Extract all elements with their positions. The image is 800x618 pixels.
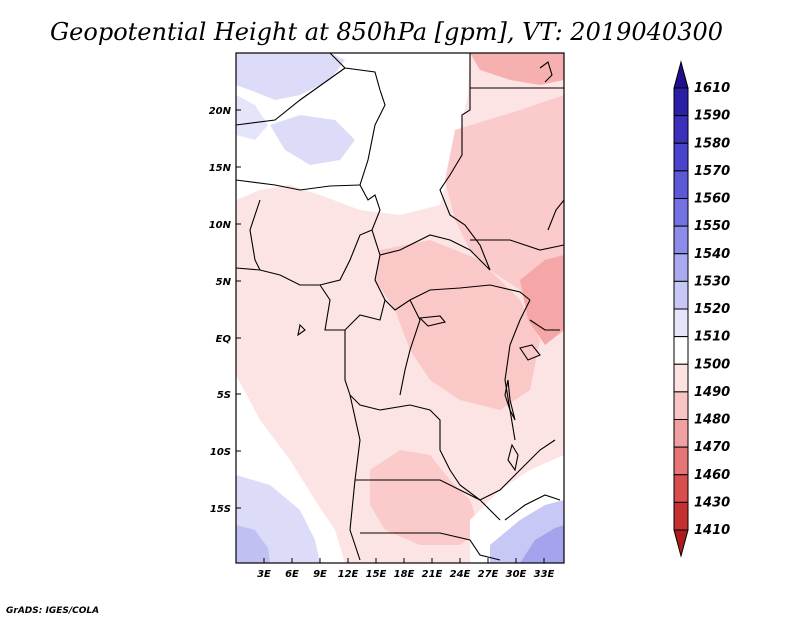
colorbar-level-label: 1430 <box>694 495 730 510</box>
colorbar-level-label: 1490 <box>694 385 730 400</box>
colorbar-swatch <box>673 308 689 338</box>
lat-tick-label: EQ <box>216 334 232 345</box>
colorbar-level-label: 1560 <box>694 192 730 207</box>
longitude-axis: 3E 6E 9E 12E 15E 18E 21E 24E 27E 30E 33E <box>257 558 555 580</box>
field-pink-east-lakes <box>520 255 564 345</box>
lat-tick-label: 10N <box>209 220 232 231</box>
map-frame <box>235 52 565 564</box>
lat-tick-label: 5S <box>217 390 231 401</box>
colorbar-level-label: 1540 <box>694 247 730 262</box>
colorbar-level-label: 1550 <box>694 219 730 234</box>
field-pink-northeast <box>470 53 564 85</box>
colorbar-swatch <box>673 391 689 420</box>
lat-tick-label: 15N <box>209 163 232 174</box>
lon-tick-label: 21E <box>422 569 443 580</box>
lon-tick-label: 24E <box>450 569 471 580</box>
field-blue-southwest-dark <box>236 525 270 563</box>
field-blue-southeast-dark <box>520 525 564 563</box>
lon-tick-label: 9E <box>313 569 327 580</box>
colorbar-level-label: 1610 <box>694 81 730 96</box>
colorbar-swatch <box>673 87 689 117</box>
lat-tick-label: 20N <box>209 106 232 117</box>
colorbar-swatch <box>673 198 689 227</box>
colorbar-level-label: 1500 <box>694 357 730 372</box>
colorbar: 1610 1590 1580 1570 1560 1550 1540 1530 1520 1510… <box>673 60 730 558</box>
colorbar-swatch <box>673 419 689 448</box>
lon-tick-label: 3E <box>257 569 271 580</box>
colorbar-swatch <box>673 474 689 503</box>
colorbar-level-label: 1480 <box>694 413 730 428</box>
field-blue-west <box>236 95 268 140</box>
colorbar-swatch <box>673 336 689 365</box>
colorbar-level-label: 1460 <box>694 468 730 483</box>
lon-tick-label: 27E <box>478 569 499 580</box>
field-pink-central <box>375 240 540 410</box>
colorbar-level-label: 1570 <box>694 164 730 179</box>
map-plot-area <box>236 53 564 563</box>
country-borders <box>236 53 564 561</box>
colorbar-swatch <box>673 446 689 476</box>
field-pink-south <box>370 450 480 545</box>
colorbar-bottom-arrow <box>673 529 689 558</box>
colorbar-swatch <box>673 115 689 144</box>
lon-tick-label: 6E <box>285 569 299 580</box>
map-title: Geopotential Height at 850hPa [gpm], VT:… <box>50 18 723 46</box>
colorbar-swatch <box>673 225 689 255</box>
colorbar-swatch <box>673 363 689 393</box>
latitude-axis: 20N 15N 10N 5N EQ 5S 10S 15S <box>209 106 241 515</box>
lat-tick-label: 10S <box>210 447 231 458</box>
lon-tick-label: 15E <box>366 569 387 580</box>
lon-tick-label: 18E <box>394 569 415 580</box>
colorbar-level-label: 1470 <box>694 440 730 455</box>
lon-tick-label: 30E <box>506 569 527 580</box>
colorbar-level-label: 1510 <box>694 330 730 345</box>
colorbar-level-label: 1410 <box>694 523 730 538</box>
colorbar-swatch <box>673 253 689 282</box>
credit-label: GrADS: IGES/COLA <box>6 606 99 616</box>
colorbar-swatch <box>673 501 689 531</box>
colorbar-level-label: 1520 <box>694 302 730 317</box>
colorbar-swatch <box>673 170 689 199</box>
colorbar-level-label: 1580 <box>694 136 730 151</box>
lon-tick-label: 33E <box>534 569 555 580</box>
lat-tick-label: 15S <box>210 504 231 515</box>
field-blue-north-patch <box>270 115 355 165</box>
field-blue-northwest <box>236 53 345 100</box>
field-pink-east <box>445 95 564 310</box>
colorbar-level-label: 1530 <box>694 274 730 289</box>
colorbar-swatch <box>673 142 689 172</box>
colorbar-level-label: 1590 <box>694 109 730 124</box>
lat-tick-label: 5N <box>216 277 232 288</box>
colorbar-top-arrow <box>673 60 689 89</box>
colorbar-swatch <box>673 280 689 310</box>
lon-tick-label: 12E <box>338 569 359 580</box>
